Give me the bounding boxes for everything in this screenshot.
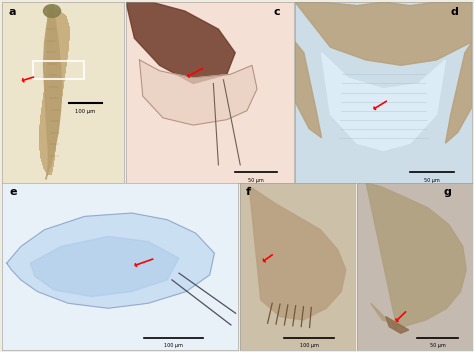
- Text: 50 μm: 50 μm: [50, 254, 64, 258]
- Text: e: e: [9, 187, 17, 197]
- Polygon shape: [40, 6, 69, 174]
- Polygon shape: [40, 6, 69, 174]
- Text: f: f: [246, 187, 251, 197]
- Polygon shape: [446, 42, 472, 143]
- Polygon shape: [40, 6, 69, 174]
- Text: a: a: [8, 7, 16, 17]
- Polygon shape: [40, 6, 69, 174]
- Polygon shape: [40, 6, 69, 174]
- Ellipse shape: [44, 5, 61, 17]
- Text: b: b: [78, 216, 85, 226]
- Polygon shape: [40, 6, 69, 174]
- Text: 100 μm: 100 μm: [300, 343, 319, 348]
- Polygon shape: [44, 7, 62, 180]
- Polygon shape: [40, 6, 69, 174]
- Polygon shape: [40, 6, 69, 174]
- Text: 50 μm: 50 μm: [429, 343, 446, 348]
- Polygon shape: [30, 237, 179, 296]
- Polygon shape: [40, 6, 69, 174]
- Polygon shape: [40, 6, 69, 174]
- Polygon shape: [40, 6, 69, 174]
- Polygon shape: [40, 6, 69, 174]
- Polygon shape: [249, 186, 346, 320]
- Polygon shape: [40, 6, 69, 174]
- Polygon shape: [40, 6, 69, 174]
- Polygon shape: [139, 60, 257, 125]
- Polygon shape: [40, 6, 69, 174]
- Polygon shape: [40, 6, 69, 174]
- Text: g: g: [443, 187, 451, 197]
- Polygon shape: [40, 6, 69, 174]
- Polygon shape: [40, 6, 69, 174]
- Text: d: d: [451, 7, 459, 17]
- Text: c: c: [274, 7, 281, 17]
- Text: 100 μm: 100 μm: [164, 343, 182, 348]
- Polygon shape: [7, 213, 214, 308]
- Polygon shape: [126, 2, 235, 83]
- Polygon shape: [295, 2, 472, 65]
- Polygon shape: [386, 316, 409, 333]
- Polygon shape: [40, 6, 69, 174]
- Polygon shape: [40, 6, 69, 174]
- Polygon shape: [40, 6, 69, 174]
- Text: 100 μm: 100 μm: [75, 109, 96, 114]
- Text: 50 μm: 50 μm: [248, 177, 264, 183]
- Polygon shape: [366, 183, 466, 330]
- Text: 50 μm: 50 μm: [424, 177, 440, 183]
- Polygon shape: [321, 53, 446, 150]
- Polygon shape: [295, 42, 321, 138]
- Polygon shape: [40, 6, 69, 174]
